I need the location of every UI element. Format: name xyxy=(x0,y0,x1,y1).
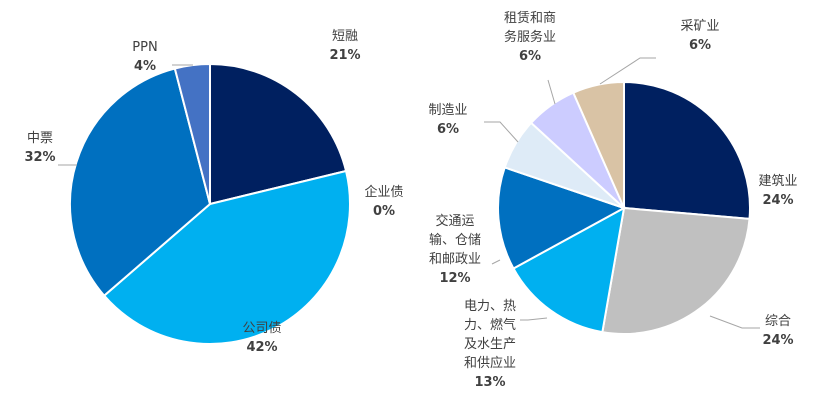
pie-slice-2-3 xyxy=(497,166,627,270)
pie-slice-1-3 xyxy=(69,67,212,298)
leader-line-2-4 xyxy=(484,121,519,143)
slice-label-1-3: 中票 32% xyxy=(24,131,55,165)
slice-label-2-5: 租赁和商务服务业 6% xyxy=(504,11,556,64)
leader-line-2-3 xyxy=(491,259,501,265)
slice-label-1-0: 短融 21% xyxy=(329,29,360,63)
pie-slice-1-0 xyxy=(209,62,348,206)
leader-line-2-5 xyxy=(547,79,556,105)
pie-chart-bond-type xyxy=(69,62,351,345)
leader-line-2-6 xyxy=(599,57,656,85)
slice-label-1-4: PPN 4% xyxy=(132,40,157,74)
slice-label-2-0: 建筑业 24% xyxy=(758,173,797,208)
pie-slice-2-0 xyxy=(623,80,751,220)
pie-slice-2-1 xyxy=(601,206,751,335)
slice-labels: 短融 21% 企业债 0% 公司债 42% 中票 32% PPN 4% 建筑业 24% 综合 24% 电力、… xyxy=(24,11,797,390)
slice-label-2-2: 电力、热力、燃气及水生产和供应业 13% xyxy=(464,299,516,390)
pie-chart-industry xyxy=(497,80,751,335)
slice-label-2-4: 制造业 6% xyxy=(428,103,467,137)
slice-label-2-1: 综合 24% xyxy=(762,314,793,348)
slice-label-1-2: 公司债 42% xyxy=(242,321,281,355)
pie-slice-2-6 xyxy=(571,80,625,209)
leader-lines xyxy=(58,57,760,329)
slice-label-2-6: 采矿业 6% xyxy=(680,19,719,53)
pie-slice-1-2 xyxy=(102,169,351,345)
leader-line-2-1 xyxy=(709,315,760,329)
leader-line-2-2 xyxy=(520,317,548,321)
pie-slice-2-2 xyxy=(512,206,626,334)
slice-label-1-1: 企业债 0% xyxy=(364,184,403,219)
slice-label-2-3: 交通运输、仓储和邮政业 12% xyxy=(429,213,481,286)
